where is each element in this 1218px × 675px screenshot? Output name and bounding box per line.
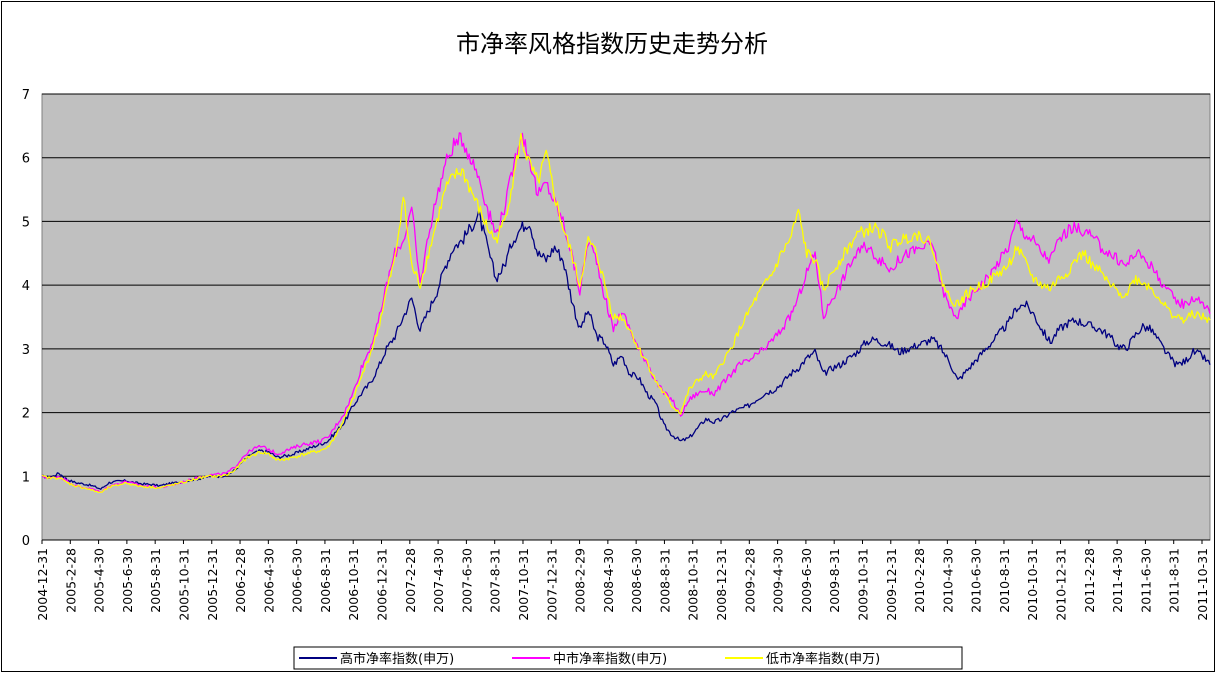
x-tick-label: 2007-4-30 [431, 548, 446, 613]
y-tick-label: 6 [22, 152, 30, 167]
series-line-0 [41, 209, 1211, 490]
y-tick-label: 4 [22, 279, 30, 294]
x-tick-label: 2007-10-31 [516, 548, 531, 621]
x-tick-label: 2005-10-31 [176, 548, 191, 621]
series-line-1 [41, 132, 1211, 493]
x-tick-label: 2010-8-31 [997, 548, 1012, 613]
y-tick-label: 5 [22, 215, 30, 230]
x-tick-label: 2006-6-30 [290, 548, 305, 613]
x-tick-label: 2008-4-30 [601, 548, 616, 613]
series-line-2 [41, 132, 1211, 493]
x-tick-label: 2006-8-31 [318, 548, 333, 613]
x-tick-label: 2006-2-28 [233, 548, 248, 613]
x-tick-label: 2005-4-30 [92, 548, 107, 613]
x-tick-label: 2011-10-31 [1195, 548, 1210, 621]
legend-label-0: 高市净率指数(申万) [340, 651, 454, 667]
x-tick-label: 2010-12-31 [1054, 548, 1069, 621]
x-tick-label: 2010-6-30 [969, 548, 984, 613]
x-tick-label: 2008-8-31 [657, 548, 672, 613]
y-tick-label: 1 [22, 470, 30, 485]
x-tick-label: 2011-2-28 [1082, 548, 1097, 613]
legend-item-0: 高市净率指数(申万) [299, 651, 454, 667]
x-tick-label: 2007-8-31 [488, 548, 503, 613]
y-tick-label: 0 [22, 534, 30, 549]
x-tick-label: 2010-10-31 [1025, 548, 1040, 621]
x-tick-label: 2005-8-31 [148, 548, 163, 613]
x-tick-label: 2009-4-30 [771, 548, 786, 613]
x-tick-label: 2005-12-31 [205, 548, 220, 621]
chart-title: 市净率风格指数历史走势分析 [456, 30, 768, 58]
legend-label-1: 中市净率指数(申万) [553, 651, 667, 667]
x-tick-label: 2006-10-31 [346, 548, 361, 621]
x-tick-label: 2007-12-31 [544, 548, 559, 621]
legend: 高市净率指数(申万) 中市净率指数(申万) 低市净率指数(申万) [293, 646, 963, 670]
x-tick-label: 2011-8-31 [1167, 548, 1182, 613]
x-tick-label: 2009-8-31 [827, 548, 842, 613]
legend-item-1: 中市净率指数(申万) [512, 651, 667, 667]
x-tick-label: 2008-12-31 [714, 548, 729, 621]
series-layer [41, 132, 1211, 493]
x-tick-label: 2005-6-30 [120, 548, 135, 613]
legend-label-2: 低市净率指数(申万) [766, 651, 880, 667]
x-tick-label: 2009-2-28 [742, 548, 757, 613]
x-tick-label: 2006-4-30 [261, 548, 276, 613]
legend-box [293, 646, 963, 670]
x-tick-label: 2005-2-28 [63, 548, 78, 613]
x-tick-label: 2004-12-31 [35, 548, 50, 621]
x-axis: 2004-12-31 2005-2-28 2005-4-30 2005-6-30 200… [35, 540, 1210, 621]
x-tick-label: 2010-4-30 [940, 548, 955, 613]
x-tick-label: 2009-10-31 [855, 548, 870, 621]
legend-item-2: 低市净率指数(申万) [725, 651, 880, 667]
x-tick-label: 2008-6-30 [629, 548, 644, 613]
x-tick-label: 2008-2-29 [573, 548, 588, 613]
x-tick-label: 2011-4-30 [1110, 548, 1125, 613]
y-tick-label: 2 [22, 407, 30, 422]
x-tick-label: 2011-6-30 [1138, 548, 1153, 613]
y-tick-label: 7 [22, 88, 30, 103]
y-tick-label: 3 [22, 343, 30, 358]
x-tick-label: 2009-12-31 [884, 548, 899, 621]
y-axis: 0 1 2 3 4 5 6 7 [22, 88, 30, 549]
x-tick-label: 2006-12-31 [375, 548, 390, 621]
x-tick-label: 2007-6-30 [459, 548, 474, 613]
x-tick-label: 2008-10-31 [686, 548, 701, 621]
x-tick-label: 2009-6-30 [799, 548, 814, 613]
x-tick-label: 2010-2-28 [912, 548, 927, 613]
x-tick-label: 2007-2-28 [403, 548, 418, 613]
